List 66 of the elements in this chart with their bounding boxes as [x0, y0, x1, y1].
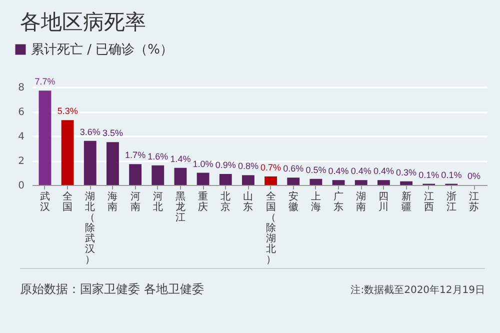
- bar: [400, 181, 412, 185]
- bar: [242, 175, 254, 185]
- bar: [196, 172, 210, 185]
- data-label: 1.7%: [125, 150, 146, 160]
- data-label: 3.5%: [102, 128, 123, 138]
- x-tick-label: 武汉: [40, 190, 50, 213]
- bar: [354, 180, 368, 185]
- bar: [38, 90, 52, 185]
- x-tick-label: 河南: [130, 190, 140, 213]
- data-label: 7.7%: [34, 76, 56, 87]
- x-tick-label: 江苏: [469, 190, 480, 213]
- data-label: 0.8%: [238, 161, 258, 172]
- x-tick-label: 上海: [310, 190, 321, 213]
- bar: [377, 180, 390, 185]
- legend-label: 累计死亡 / 已确诊（%）: [31, 42, 173, 58]
- y-tick-label: 8: [18, 82, 24, 94]
- data-label: 0.1%: [441, 170, 462, 180]
- chart-title: 各地区病死率: [20, 9, 146, 36]
- data-label: 1.6%: [148, 151, 168, 162]
- data-label: 1.0%: [192, 158, 214, 169]
- x-tick-label: 山东: [243, 190, 254, 213]
- bar: [61, 120, 74, 185]
- x-tick-label: 河北: [152, 190, 163, 213]
- data-label: 0%: [468, 171, 481, 181]
- bar: [129, 164, 142, 185]
- bar: [174, 168, 187, 185]
- bar: [287, 178, 300, 185]
- x-tick-label: 湖北（除武汉）: [85, 190, 96, 266]
- data-label: 0.1%: [418, 170, 440, 180]
- x-tick-label: 浙江: [446, 190, 456, 213]
- x-tick-label: 四川: [378, 192, 389, 213]
- bar: [310, 178, 322, 185]
- x-tick-label: 海南: [108, 190, 118, 213]
- text: 注:数据截至2020年12月19日: [350, 284, 485, 297]
- x-tick-label: 重庆: [198, 190, 208, 213]
- data-label: 0.5%: [306, 164, 326, 175]
- data-label: 0.7%: [260, 162, 282, 172]
- x-tick-label: 新疆: [401, 190, 412, 213]
- data-label: 1.4%: [170, 154, 191, 164]
- data-label: 0.3%: [396, 167, 417, 178]
- y-tick-label: 6: [18, 107, 24, 118]
- bar: [264, 176, 277, 185]
- data-label: 3.6%: [80, 126, 100, 137]
- bar: [332, 180, 345, 185]
- data-label: 0.6%: [283, 164, 304, 174]
- x-tick-label: 安徽: [288, 190, 298, 213]
- data-label: 0.4%: [373, 166, 394, 176]
- data-label: 5.3%: [57, 106, 78, 116]
- data-label: 0.9%: [215, 160, 236, 170]
- bar: [84, 140, 96, 185]
- bar: [219, 174, 232, 185]
- y-tick-label: 4: [18, 132, 24, 142]
- y-tick-label: 2: [18, 156, 24, 167]
- y-tick-label: 0: [18, 180, 24, 192]
- x-tick-label: 广东: [334, 190, 344, 213]
- x-tick-label: 北京: [220, 190, 231, 213]
- x-tick-label: 湖南: [356, 190, 366, 213]
- x-tick-label: 江西: [424, 190, 434, 213]
- x-tick-label: 黑龙江: [175, 192, 186, 224]
- data-label: 0.4%: [328, 166, 349, 176]
- bar: [152, 165, 164, 185]
- x-tick-label: 全国（除湖北）: [266, 190, 276, 266]
- x-tick-label: 全国: [62, 190, 73, 213]
- bar: [106, 142, 119, 185]
- data-label: 0.4%: [350, 166, 372, 176]
- text: 原始数据：国家卫健委 各地卫健委: [20, 281, 204, 298]
